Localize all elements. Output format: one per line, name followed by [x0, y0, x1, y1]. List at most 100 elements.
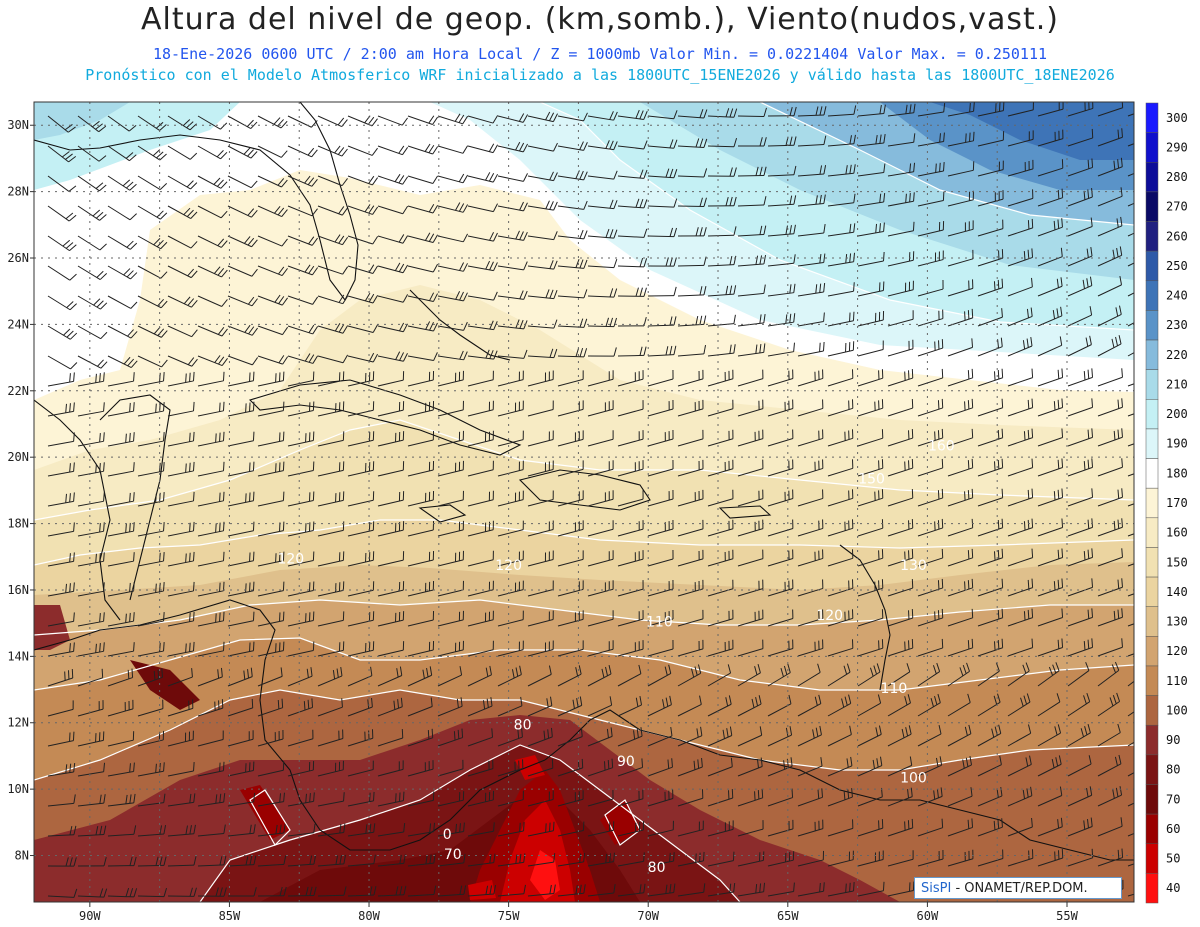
wind-barb: [617, 695, 643, 717]
wind-barb: [947, 488, 974, 507]
wind-barb: [707, 459, 734, 477]
wind-barb: [557, 520, 584, 537]
wind-barb: [947, 338, 974, 357]
wind-barb: [227, 792, 256, 807]
wind-barb: [1007, 638, 1034, 657]
wind-barb: [197, 235, 228, 248]
wind-barb: [917, 725, 942, 747]
wind-barb: [557, 580, 584, 597]
wind-barb: [737, 788, 764, 807]
wind-barb: [107, 402, 135, 417]
wind-barb: [287, 729, 314, 747]
wind-barb: [257, 115, 288, 129]
wind-barb: [677, 489, 704, 507]
wind-barb: [527, 759, 554, 777]
colorbar-swatch: [1145, 310, 1159, 341]
wind-barb: [407, 143, 439, 155]
wind-barb: [707, 429, 734, 447]
wind-barb: [647, 400, 674, 417]
wind-barb: [197, 699, 224, 717]
colorbar-label: 250: [1166, 259, 1188, 273]
wind-barb: [887, 369, 914, 387]
wind-barb: [1007, 724, 1032, 747]
wind-barb: [707, 519, 734, 537]
wind-barb: [467, 728, 494, 747]
contour-label: 110: [646, 614, 673, 630]
wind-barb: [497, 400, 524, 417]
wind-barb: [1097, 786, 1123, 807]
wind-barb: [167, 265, 198, 279]
wind-barb: [227, 265, 258, 277]
wind-barb: [227, 235, 258, 248]
wind-barb: [887, 280, 914, 297]
wind-barb: [407, 460, 435, 477]
wind-barb: [167, 581, 195, 597]
wind-barb: [257, 401, 285, 417]
wind-barb: [1097, 661, 1120, 687]
colorbar-swatch: [1145, 399, 1159, 430]
wind-barb: [887, 399, 914, 417]
wind-barb: [227, 730, 254, 747]
wind-barb: [377, 205, 409, 215]
wind-barb: [857, 340, 884, 357]
wind-barb: [497, 490, 524, 507]
colorbar-label: 50: [1166, 852, 1180, 866]
wind-barb: [647, 110, 678, 120]
wind-barb: [197, 855, 227, 867]
wind-barb: [917, 662, 941, 687]
wind-barb: [947, 102, 975, 117]
wind-barb: [587, 317, 618, 328]
wind-barb: [857, 399, 884, 417]
wind-barb: [1037, 849, 1064, 867]
wind-barb: [887, 609, 914, 627]
wind-barb: [557, 229, 588, 240]
wind-barb: [1097, 187, 1123, 207]
wind-barb: [227, 887, 257, 897]
lat-tick-label: 30N: [7, 118, 29, 132]
wind-barb: [527, 665, 552, 687]
colorbar-swatch: [1145, 369, 1159, 400]
wind-barb: [407, 580, 435, 597]
wind-barb: [947, 638, 974, 657]
wind-barb: [827, 579, 854, 597]
wind-barb: [1127, 533, 1134, 537]
wind-barb: [1037, 693, 1061, 717]
wind-barb: [47, 582, 75, 597]
wind-barb: [407, 292, 438, 303]
wind-barb: [227, 551, 255, 567]
wind-barb: [557, 610, 584, 627]
wind-barb: [257, 824, 286, 837]
wind-barb: [107, 699, 134, 717]
wind-barb: [587, 258, 618, 269]
wind-barb: [557, 790, 584, 807]
wind-barb: [377, 262, 409, 274]
wind-barb: [677, 579, 704, 597]
wind-barb: [137, 145, 167, 161]
colorbar-swatch: [1145, 606, 1159, 637]
wind-barb: [137, 642, 165, 657]
wind-barb: [1127, 202, 1134, 207]
wind-barb: [317, 145, 348, 157]
colorbar-label: 260: [1166, 229, 1188, 243]
wind-barb: [317, 431, 345, 447]
wind-barb: [227, 521, 255, 537]
wind-barb: [347, 145, 378, 156]
wind-barb: [107, 145, 137, 162]
wind-barb: [557, 400, 584, 417]
wind-barb: [767, 429, 794, 447]
wind-barb: [257, 551, 285, 567]
wind-barb: [857, 134, 886, 147]
wind-barb: [287, 491, 315, 507]
colorbar-swatch: [1145, 191, 1159, 222]
wind-barb: [137, 668, 164, 687]
wind-barb: [317, 354, 349, 364]
wind-barb: [1097, 335, 1122, 357]
wind-barb: [227, 667, 253, 687]
wind-barb: [257, 491, 285, 507]
wind-barb: [467, 172, 499, 183]
colorbar-label: 230: [1166, 318, 1188, 332]
wind-barb: [407, 352, 438, 362]
wind-barb: [1127, 563, 1134, 567]
wind-barb: [227, 824, 256, 837]
wind-barb: [137, 432, 165, 447]
